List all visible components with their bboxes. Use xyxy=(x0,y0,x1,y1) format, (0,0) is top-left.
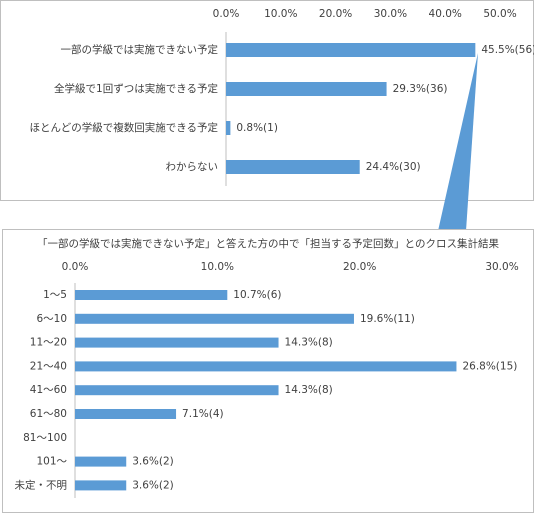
y-tick-label: ほとんどの学級で複数回実施できる予定 xyxy=(30,121,219,134)
y-tick-label: 61～80 xyxy=(30,408,67,420)
data-label: 26.8%(15) xyxy=(462,360,517,372)
x-tick-label: 30.0% xyxy=(374,8,407,20)
bar xyxy=(75,456,127,467)
data-label: 7.1%(4) xyxy=(182,408,224,420)
y-tick-label: 一部の学級では実施できない予定 xyxy=(61,43,219,56)
y-tick-label: わからない xyxy=(166,161,219,173)
x-tick-label: 40.0% xyxy=(429,8,462,20)
x-tick-label: 20.0% xyxy=(319,8,352,20)
x-tick-label: 30.0% xyxy=(485,261,518,273)
y-tick-label: 21～40 xyxy=(30,360,67,372)
data-label: 10.7%(6) xyxy=(233,289,281,301)
bar xyxy=(226,82,387,96)
x-tick-label: 10.0% xyxy=(201,261,234,273)
x-tick-label: 10.0% xyxy=(264,8,297,20)
x-tick-label: 0.0% xyxy=(62,261,89,273)
x-tick-label: 20.0% xyxy=(343,261,376,273)
chart-title: 「一部の学級では実施できない予定」と答えた方の中で「担当する予定回数」とのクロス… xyxy=(37,237,499,250)
y-tick-label: 未定・不明 xyxy=(15,478,68,491)
x-tick-label: 50.0% xyxy=(483,8,516,20)
callout-wedge xyxy=(438,53,478,231)
y-tick-label: 6～10 xyxy=(36,313,67,325)
y-tick-label: 101～ xyxy=(36,456,67,468)
y-tick-label: 41～60 xyxy=(30,384,67,396)
x-tick-label: 0.0% xyxy=(213,8,240,20)
data-label: 14.3%(8) xyxy=(285,337,333,349)
data-label: 3.6%(2) xyxy=(132,456,174,468)
y-tick-label: 81～100 xyxy=(23,432,67,444)
data-label: 45.5%(56) xyxy=(481,44,534,56)
data-label: 19.6%(11) xyxy=(360,313,415,325)
data-label: 24.4%(30) xyxy=(366,161,421,173)
bar xyxy=(75,313,354,324)
data-label: 3.6%(2) xyxy=(132,479,174,491)
bar xyxy=(226,121,231,135)
bar xyxy=(75,409,177,419)
bar xyxy=(226,43,476,57)
bar xyxy=(75,337,279,348)
data-label: 29.3%(36) xyxy=(393,83,448,95)
y-tick-label: 11～20 xyxy=(30,337,67,349)
data-label: 0.8%(1) xyxy=(236,122,278,134)
bar xyxy=(226,160,360,174)
y-tick-label: 全学級で1回ずつは実施できる予定 xyxy=(54,82,218,95)
bar xyxy=(75,385,279,396)
bar xyxy=(75,361,457,372)
bar xyxy=(75,290,228,300)
y-tick-label: 1～5 xyxy=(43,289,67,301)
bar xyxy=(75,480,127,491)
data-label: 14.3%(8) xyxy=(285,384,333,396)
